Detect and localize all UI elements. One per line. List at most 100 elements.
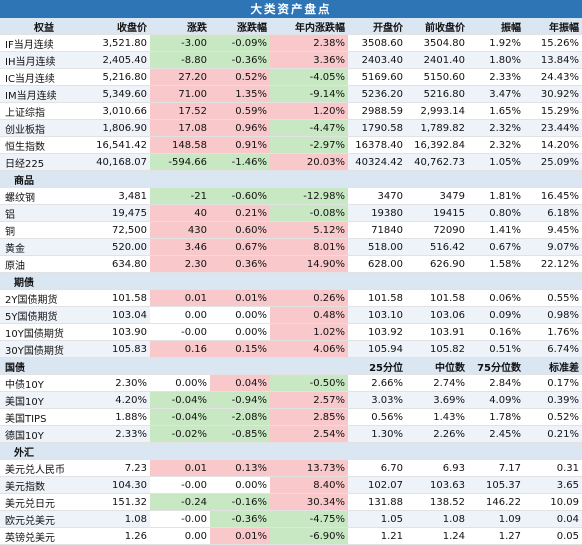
table-cell: [210, 357, 270, 375]
table-cell: 0.16%: [468, 323, 524, 341]
table-cell: [86, 272, 150, 290]
table-cell: 1.81%: [468, 187, 524, 205]
asset-table: 权益 收盘价 涨跌 涨跌幅 年内涨跌幅 开盘价 前收盘价 振幅 年振幅 IF当月连续 3,521.8…: [0, 18, 582, 545]
table-cell: 14.90%: [270, 255, 348, 273]
table-cell: 40324.42: [348, 153, 406, 171]
table-cell: 1.21: [348, 527, 406, 545]
table-row: 英镑兑美元 1.26 0.00 0.01% -6.90% 1.21 1.24 1.27 0.05: [0, 527, 582, 545]
table-cell: 103.63: [406, 476, 468, 494]
table-cell: -3.00: [150, 34, 210, 52]
table-cell: -0.00: [150, 476, 210, 494]
table-cell: 103.91: [406, 323, 468, 341]
table-cell: 430: [150, 221, 210, 239]
table-cell: [406, 442, 468, 460]
table-cell: 19415: [406, 204, 468, 222]
table-cell: 0.67%: [210, 238, 270, 256]
table-cell: [348, 272, 406, 290]
table-cell: -0.16%: [210, 493, 270, 511]
table-cell: 2.54%: [270, 425, 348, 443]
table-cell: 0.21%: [524, 425, 582, 443]
table-cell: 3,010.66: [86, 102, 150, 120]
table-cell: 101.58: [348, 289, 406, 307]
table-cell: 1.92%: [468, 34, 524, 52]
table-cell: 30.92%: [524, 85, 582, 103]
table-cell: 23.44%: [524, 119, 582, 137]
table-cell: -2.97%: [270, 136, 348, 154]
table-cell: -0.60%: [210, 187, 270, 205]
table-cell: 0.80%: [468, 204, 524, 222]
table-cell: 2.57%: [270, 391, 348, 409]
table-cell: 1.08: [406, 510, 468, 528]
table-cell: 5.12%: [270, 221, 348, 239]
table-cell: [270, 357, 348, 375]
table-cell: 20.03%: [270, 153, 348, 171]
table-cell: -4.47%: [270, 119, 348, 137]
table-cell: 1,789.82: [406, 119, 468, 137]
table-cell: 103.06: [406, 306, 468, 324]
table-cell: 1.43%: [406, 408, 468, 426]
table-cell: 1.41%: [468, 221, 524, 239]
table-cell: -1.46%: [210, 153, 270, 171]
table-cell: 71840: [348, 221, 406, 239]
table-cell: 101.58: [86, 289, 150, 307]
table-cell: 103.10: [348, 306, 406, 324]
table-cell: 138.52: [406, 493, 468, 511]
table-cell: 前收盘价: [406, 18, 468, 35]
table-cell: -0.04%: [150, 391, 210, 409]
row-label: 德国10Y: [0, 425, 86, 443]
table-cell: 40: [150, 204, 210, 222]
table-cell: 0.26%: [270, 289, 348, 307]
table-cell: 634.80: [86, 255, 150, 273]
table-cell: [468, 170, 524, 188]
table-cell: -0.02%: [150, 425, 210, 443]
table-cell: 2.74%: [406, 374, 468, 392]
table-cell: 1.58%: [468, 255, 524, 273]
table-cell: [150, 170, 210, 188]
table-cell: 0.00%: [150, 374, 210, 392]
table-cell: 16.45%: [524, 187, 582, 205]
row-label: 螺纹钢: [0, 187, 86, 205]
table-cell: 1.02%: [270, 323, 348, 341]
table-cell: 2.38%: [270, 34, 348, 52]
row-label: IH当月连续: [0, 51, 86, 69]
table-cell: 75分位数: [468, 357, 524, 375]
table-cell: -9.14%: [270, 85, 348, 103]
table-cell: [524, 442, 582, 460]
row-label: 国债: [0, 357, 86, 375]
table-cell: 2.26%: [406, 425, 468, 443]
table-cell: 146.22: [468, 493, 524, 511]
table-cell: 3479: [406, 187, 468, 205]
table-cell: 22.12%: [524, 255, 582, 273]
table-cell: 0.16: [150, 340, 210, 358]
table-cell: 19,475: [86, 204, 150, 222]
table-cell: 103.92: [348, 323, 406, 341]
table-row: 美元兑人民币 7.23 0.01 0.13% 13.73% 6.70 6.93 7.17 0.3…: [0, 459, 582, 477]
row-label: 美国TIPS: [0, 408, 86, 426]
table-row: 德国10Y 2.33% -0.02% -0.85% 2.54% 1.30% 2.26% 2.4…: [0, 425, 582, 443]
table-row: 创业板指 1,806.90 17.08 0.96% -4.47% 1790.58 1,789…: [0, 119, 582, 137]
table-cell: 3470: [348, 187, 406, 205]
table-row: IM当月连续 5,349.60 71.00 1.35% -9.14% 5236.20 521…: [0, 85, 582, 103]
table-cell: 17.08: [150, 119, 210, 137]
row-label: 外汇: [0, 442, 86, 460]
table-row: 30Y国债期货 105.83 0.16 0.15% 4.06% 105.94 105.82 0…: [0, 340, 582, 358]
table-row: 美国TIPS 1.88% -0.04% -2.08% 2.85% 0.56% 1.43% 1.…: [0, 408, 582, 426]
table-cell: 5,349.60: [86, 85, 150, 103]
table-cell: 520.00: [86, 238, 150, 256]
table-cell: 6.70: [348, 459, 406, 477]
table-cell: 40,168.07: [86, 153, 150, 171]
table-cell: 17.52: [150, 102, 210, 120]
table-cell: [524, 170, 582, 188]
table-cell: 0.39%: [524, 391, 582, 409]
table-cell: -0.08%: [270, 204, 348, 222]
table-cell: 2.32%: [468, 119, 524, 137]
table-cell: 2.30: [150, 255, 210, 273]
table-cell: 3.69%: [406, 391, 468, 409]
table-cell: 收盘价: [86, 18, 150, 35]
table-cell: 0.91%: [210, 136, 270, 154]
table-cell: 1.27: [468, 527, 524, 545]
table-cell: -0.00: [150, 510, 210, 528]
table-cell: 0.55%: [524, 289, 582, 307]
table-cell: 2.45%: [468, 425, 524, 443]
row-label: 30Y国债期货: [0, 340, 86, 358]
